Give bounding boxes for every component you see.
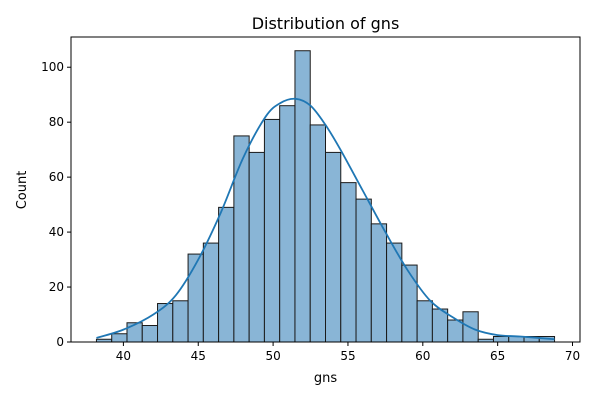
histogram-bar [279,105,296,343]
chart-title: Distribution of gns [252,14,400,33]
axes [70,36,581,343]
kde-curve-group [96,97,555,341]
y-axis-label: Count [15,171,30,210]
histogram-bar [141,325,159,343]
x-tick-label: 50 [265,349,280,363]
x-axis-ticks: 40 45 50 55 60 65 70 [116,342,580,363]
histogram-bar [218,206,235,343]
histogram-bar [447,319,464,343]
y-tick-label: 20 [49,280,64,294]
y-tick-label: 40 [49,225,64,239]
y-tick-label: 0 [56,335,64,349]
kde-curve [96,97,555,341]
histogram-bar [111,333,128,343]
y-tick-label: 100 [41,60,64,74]
x-axis-label: gns [314,371,337,386]
histogram-bar [233,135,250,343]
histogram-bar [401,264,418,343]
histogram-bar [187,253,204,343]
plot-frame [70,36,581,343]
histogram-bar [248,151,265,343]
histogram-bar [309,124,327,343]
histogram-bar [355,198,372,343]
x-tick-label: 55 [340,349,355,363]
histogram-bar [416,300,433,343]
histogram-bar [172,300,189,343]
y-tick-label: 80 [49,115,64,129]
histogram-bar [294,50,311,343]
x-tick-label: 40 [116,349,131,363]
histogram-bar [370,223,388,343]
histogram-bar [263,118,281,343]
x-tick-label: 65 [490,349,505,363]
histogram-bar [340,182,357,343]
x-tick-label: 60 [415,349,430,363]
histogram-bar [492,336,510,343]
histogram-bar [325,151,342,343]
y-tick-label: 60 [49,170,64,184]
histogram-bar [202,242,220,343]
histogram-bars [95,50,556,343]
y-axis-ticks: 0 20 40 60 80 100 [41,60,71,349]
x-tick-label: 45 [191,349,206,363]
x-tick-label: 70 [565,349,580,363]
histogram-bar [431,308,449,343]
